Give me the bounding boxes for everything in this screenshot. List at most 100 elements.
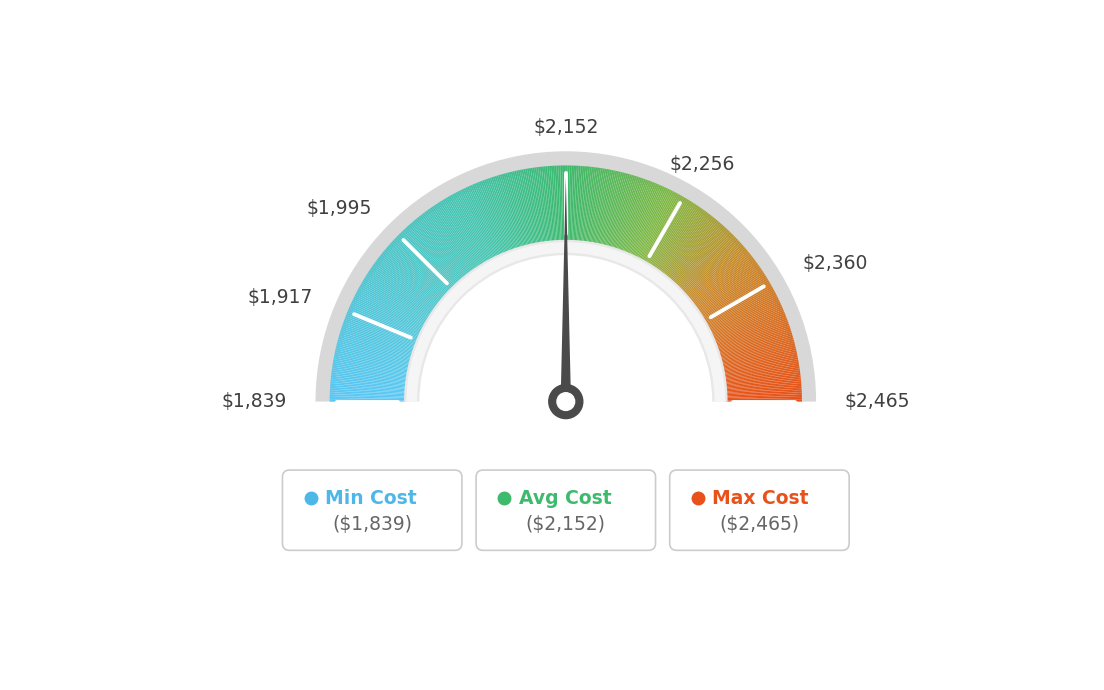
Wedge shape bbox=[726, 391, 802, 395]
Wedge shape bbox=[339, 334, 412, 357]
Wedge shape bbox=[633, 187, 667, 256]
Wedge shape bbox=[588, 168, 601, 243]
Wedge shape bbox=[376, 258, 438, 305]
Wedge shape bbox=[700, 272, 764, 315]
Wedge shape bbox=[330, 380, 406, 388]
Wedge shape bbox=[476, 183, 506, 253]
Wedge shape bbox=[607, 173, 628, 247]
Wedge shape bbox=[464, 188, 498, 257]
Wedge shape bbox=[362, 282, 427, 321]
FancyBboxPatch shape bbox=[283, 470, 461, 551]
Wedge shape bbox=[562, 166, 564, 241]
Text: ($2,465): ($2,465) bbox=[720, 515, 799, 534]
Wedge shape bbox=[531, 168, 543, 243]
Wedge shape bbox=[331, 372, 406, 383]
Wedge shape bbox=[330, 388, 405, 394]
Wedge shape bbox=[611, 175, 634, 248]
Wedge shape bbox=[428, 208, 474, 271]
Wedge shape bbox=[692, 255, 753, 303]
Wedge shape bbox=[590, 168, 603, 243]
Wedge shape bbox=[437, 202, 480, 267]
Wedge shape bbox=[342, 324, 414, 350]
Wedge shape bbox=[520, 170, 535, 244]
Wedge shape bbox=[598, 170, 616, 245]
Wedge shape bbox=[651, 202, 694, 267]
Wedge shape bbox=[367, 273, 431, 315]
Wedge shape bbox=[687, 246, 744, 296]
Wedge shape bbox=[648, 198, 688, 264]
Text: Max Cost: Max Cost bbox=[712, 489, 809, 508]
Wedge shape bbox=[661, 212, 708, 273]
Wedge shape bbox=[690, 251, 749, 300]
Wedge shape bbox=[683, 241, 741, 293]
Wedge shape bbox=[701, 275, 766, 317]
Wedge shape bbox=[416, 217, 466, 277]
Wedge shape bbox=[343, 320, 415, 347]
Wedge shape bbox=[492, 177, 518, 249]
FancyBboxPatch shape bbox=[670, 470, 849, 551]
Wedge shape bbox=[335, 350, 410, 368]
Wedge shape bbox=[645, 195, 682, 262]
Wedge shape bbox=[559, 166, 562, 241]
Wedge shape bbox=[710, 296, 778, 331]
Wedge shape bbox=[689, 250, 747, 299]
Wedge shape bbox=[333, 355, 408, 371]
Wedge shape bbox=[473, 184, 503, 254]
Wedge shape bbox=[372, 266, 435, 311]
Wedge shape bbox=[364, 277, 429, 317]
Wedge shape bbox=[679, 233, 733, 288]
Wedge shape bbox=[400, 232, 454, 287]
Wedge shape bbox=[411, 222, 461, 280]
Wedge shape bbox=[631, 186, 665, 256]
Wedge shape bbox=[586, 167, 597, 242]
Wedge shape bbox=[601, 171, 619, 245]
Wedge shape bbox=[375, 260, 437, 306]
Wedge shape bbox=[718, 324, 789, 350]
Wedge shape bbox=[701, 273, 765, 315]
Wedge shape bbox=[725, 375, 800, 385]
Wedge shape bbox=[425, 210, 471, 273]
Wedge shape bbox=[540, 167, 550, 242]
Wedge shape bbox=[707, 288, 774, 325]
Wedge shape bbox=[455, 192, 491, 259]
Wedge shape bbox=[452, 194, 489, 261]
Wedge shape bbox=[678, 232, 732, 287]
Wedge shape bbox=[361, 283, 427, 322]
Wedge shape bbox=[518, 170, 534, 244]
Wedge shape bbox=[330, 396, 405, 399]
Wedge shape bbox=[511, 172, 530, 246]
Wedge shape bbox=[724, 359, 798, 374]
Circle shape bbox=[556, 393, 575, 411]
Wedge shape bbox=[722, 344, 795, 364]
Wedge shape bbox=[683, 240, 740, 293]
Wedge shape bbox=[712, 303, 781, 335]
Wedge shape bbox=[581, 166, 590, 242]
Wedge shape bbox=[521, 169, 537, 244]
Wedge shape bbox=[450, 195, 488, 262]
Wedge shape bbox=[397, 235, 453, 289]
Wedge shape bbox=[332, 366, 407, 379]
Wedge shape bbox=[458, 190, 493, 259]
Wedge shape bbox=[608, 174, 630, 247]
Wedge shape bbox=[332, 364, 407, 377]
Wedge shape bbox=[623, 181, 651, 252]
Wedge shape bbox=[724, 366, 799, 379]
Wedge shape bbox=[658, 208, 703, 271]
Wedge shape bbox=[716, 320, 788, 347]
Wedge shape bbox=[583, 167, 594, 242]
Wedge shape bbox=[389, 244, 446, 295]
Wedge shape bbox=[690, 253, 750, 301]
Wedge shape bbox=[556, 166, 561, 241]
Wedge shape bbox=[484, 179, 511, 251]
Wedge shape bbox=[705, 286, 773, 324]
Wedge shape bbox=[570, 166, 573, 241]
Wedge shape bbox=[443, 199, 482, 265]
Wedge shape bbox=[725, 381, 802, 389]
Wedge shape bbox=[638, 190, 673, 259]
Text: $2,256: $2,256 bbox=[670, 155, 735, 174]
Wedge shape bbox=[622, 180, 649, 251]
Wedge shape bbox=[507, 172, 527, 246]
Wedge shape bbox=[603, 172, 623, 246]
Text: $1,839: $1,839 bbox=[222, 392, 287, 411]
Wedge shape bbox=[542, 166, 551, 242]
